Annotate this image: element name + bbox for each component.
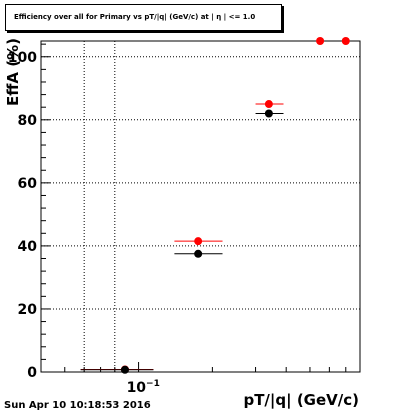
data-point: [341, 37, 350, 45]
y-tick-label: 20: [18, 302, 38, 318]
data-point: [264, 100, 273, 109]
plot-frame: [40, 40, 361, 373]
grid: [41, 41, 360, 372]
data-point: [194, 237, 203, 246]
x-tick-label: 10−1: [127, 379, 160, 396]
data-point: [120, 365, 129, 374]
timestamp: Sun Apr 10 10:18:53 2016: [4, 400, 151, 411]
y-axis-label: EffA (%): [4, 38, 22, 106]
data-point: [316, 37, 325, 45]
axes: 0 20 40 60 80 100 10−1: [8, 40, 361, 396]
y-tick-label: 80: [18, 113, 38, 129]
data-point: [194, 249, 203, 258]
y-tick-label: 60: [18, 176, 38, 192]
x-axis-label: pT/|q| (GeV/c): [243, 391, 359, 409]
chart-title: Efficiency over all for Primary vs pT/|q…: [14, 13, 256, 21]
y-tick-label: 100: [8, 50, 37, 66]
y-tick-label: 40: [18, 239, 38, 255]
data-marks: [80, 37, 350, 374]
title-box: Efficiency over all for Primary vs pT/|q…: [5, 4, 282, 31]
y-tick-label: 0: [27, 365, 37, 381]
data-point: [264, 109, 273, 118]
